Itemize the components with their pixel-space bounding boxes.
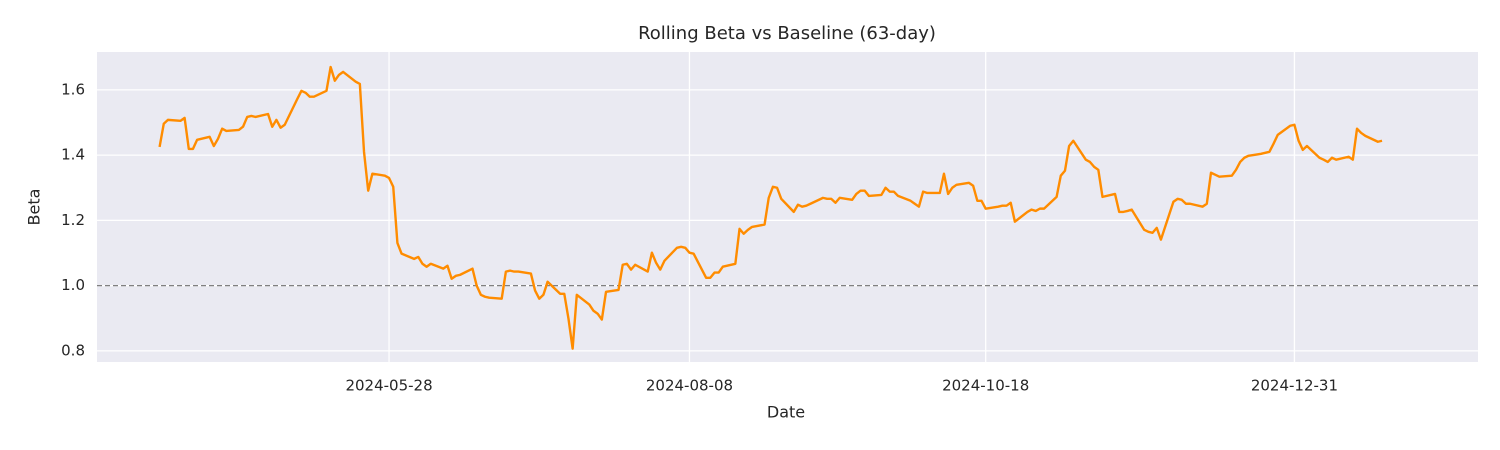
y-tick-label: 0.8 bbox=[61, 341, 85, 359]
line bbox=[158, 65, 1383, 350]
y-tick-label: 1.6 bbox=[61, 80, 85, 98]
y-axis-label: Beta bbox=[25, 189, 44, 226]
y-tick-label: 1.4 bbox=[61, 146, 85, 164]
x-tick-label: 2024-12-31 bbox=[1251, 377, 1338, 395]
x-tick-label: 2024-05-28 bbox=[345, 377, 432, 395]
chart-title: Rolling Beta vs Baseline (63-day) bbox=[638, 23, 936, 44]
y-tick-label: 1.2 bbox=[61, 211, 85, 229]
y-tick-label: 1.0 bbox=[61, 276, 85, 294]
x-tick-label: 2024-10-18 bbox=[942, 377, 1029, 395]
x-axis-label: Date bbox=[767, 403, 805, 422]
x-tick-label: 2024-08-08 bbox=[646, 377, 733, 395]
